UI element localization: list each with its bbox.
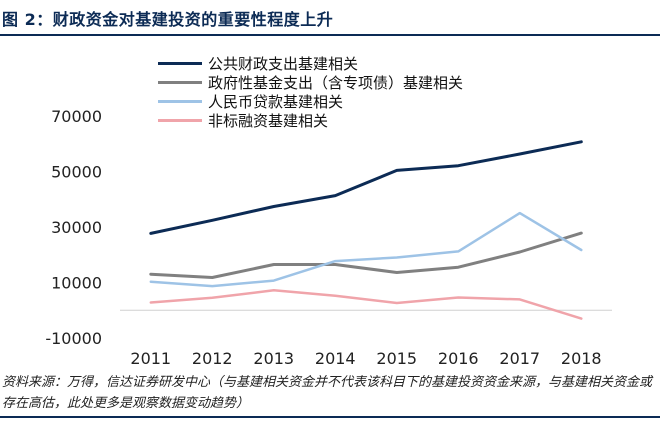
- source-note: 资料来源：万得，信达证券研发中心（与基建相关资金并不代表该科目下的基建投资资金来…: [2, 375, 653, 411]
- series-line-3: [149, 289, 583, 320]
- legend-item-1: 政府性基金支出（含专项债）基建相关: [158, 73, 463, 92]
- x-tick-label-3: 2014: [315, 349, 356, 368]
- legend-swatch-1: [158, 81, 202, 84]
- y-tick-label-4: 70000: [51, 107, 102, 126]
- line-chart: -10000 10000 30000 50000 70000 2011 2012 2013 20…: [45, 107, 612, 368]
- x-tick-label-6: 2017: [499, 349, 540, 368]
- series-line-0: [149, 140, 583, 235]
- legend-item-0: 公共财政支出基建相关: [158, 54, 463, 73]
- figure-title: 图 2：财政资金对基建投资的重要性程度上升: [2, 10, 334, 29]
- series-line-2: [149, 211, 583, 288]
- y-tick-label-3: 50000: [51, 163, 102, 182]
- legend-swatch-0: [158, 62, 202, 65]
- x-tick-label-7: 2018: [561, 349, 602, 368]
- x-tick-label-1: 2012: [192, 349, 233, 368]
- x-tick-label-5: 2016: [438, 349, 479, 368]
- legend-label-0: 公共财政支出基建相关: [208, 55, 359, 73]
- x-tick-label-0: 2011: [130, 349, 171, 368]
- legend-swatch-2: [158, 100, 202, 103]
- y-tick-label-0: -10000: [45, 329, 102, 348]
- legend-item-3: 非标融资基建相关: [158, 111, 463, 130]
- legend-swatch-3: [158, 119, 202, 122]
- series-line-1: [149, 231, 583, 279]
- chart-legend: 公共财政支出基建相关 政府性基金支出（含专项债）基建相关 人民币贷款基建相关 非…: [158, 54, 463, 130]
- y-tick-label-2: 30000: [51, 218, 102, 237]
- legend-label-2: 人民币贷款基建相关: [208, 93, 344, 111]
- bottom-divider: [0, 416, 660, 418]
- legend-item-2: 人民币贷款基建相关: [158, 92, 463, 111]
- x-tick-label-4: 2015: [376, 349, 417, 368]
- title-divider: [0, 34, 660, 36]
- x-tick-label-2: 2013: [253, 349, 294, 368]
- y-tick-label-1: 10000: [51, 274, 102, 293]
- legend-label-3: 非标融资基建相关: [208, 112, 329, 130]
- legend-label-1: 政府性基金支出（含专项债）基建相关: [208, 74, 464, 92]
